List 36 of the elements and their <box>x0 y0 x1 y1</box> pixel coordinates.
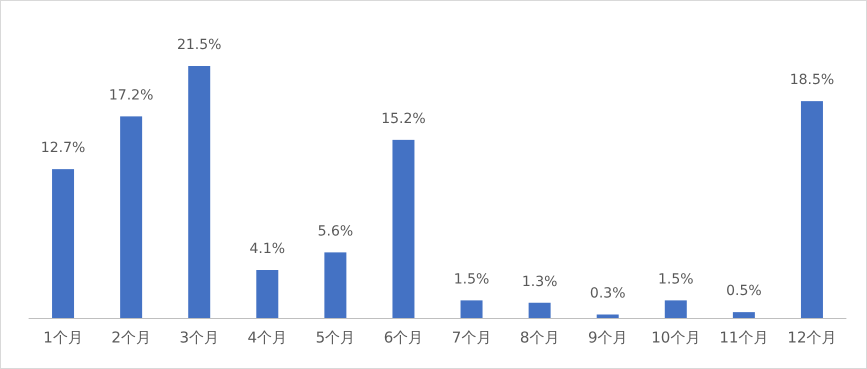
x-tick-label: 10个月 <box>651 328 700 346</box>
x-tick-label: 7个月 <box>452 328 492 346</box>
x-tick-label: 1个月 <box>43 328 83 346</box>
data-label: 1.5% <box>658 271 694 288</box>
data-label: 12.7% <box>40 140 86 156</box>
bar <box>324 252 346 318</box>
x-tick-label: 2个月 <box>111 328 151 346</box>
data-label: 21.5% <box>176 37 222 54</box>
bar <box>596 314 619 318</box>
bar <box>120 116 142 318</box>
bar <box>256 270 278 318</box>
x-tick-label: 9个月 <box>588 328 628 346</box>
bar <box>460 300 483 318</box>
bar <box>392 140 414 318</box>
data-label: 15.2% <box>381 110 426 127</box>
data-label: 0.3% <box>590 285 626 302</box>
data-label: 1.3% <box>522 274 558 290</box>
data-label: 1.5% <box>454 271 490 288</box>
x-tick-label: 4个月 <box>248 328 288 346</box>
bar <box>528 302 551 318</box>
x-tick-label: 8个月 <box>520 328 560 346</box>
data-label: 17.2% <box>108 87 154 104</box>
bar <box>732 312 755 318</box>
x-tick-label: 12个月 <box>787 328 837 346</box>
bar <box>800 101 823 318</box>
x-tick-label: 6个月 <box>384 328 424 346</box>
bar <box>52 169 74 318</box>
x-tick-label: 5个月 <box>316 328 356 346</box>
data-label: 4.1% <box>250 240 286 257</box>
data-label: 0.5% <box>726 283 762 300</box>
data-label: 18.5% <box>790 72 834 88</box>
bar <box>188 66 210 318</box>
x-tick-label: 11个月 <box>719 328 768 346</box>
bar <box>664 300 687 318</box>
data-label: 5.6% <box>318 223 354 240</box>
x-tick-label: 3个月 <box>179 328 219 346</box>
